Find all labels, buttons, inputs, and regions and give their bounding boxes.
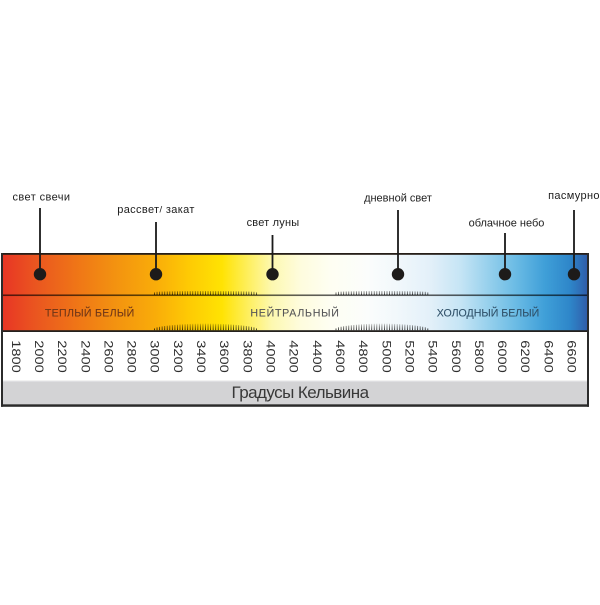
svg-text:4000: 4000 — [264, 340, 278, 373]
svg-text:1800: 1800 — [9, 340, 23, 373]
svg-text:5200: 5200 — [403, 340, 417, 373]
svg-text:2600: 2600 — [102, 340, 116, 373]
svg-text:4200: 4200 — [287, 340, 301, 373]
svg-text:2800: 2800 — [125, 340, 139, 373]
svg-text:свет свечи: свет свечи — [13, 191, 71, 203]
svg-text:2000: 2000 — [32, 340, 46, 373]
svg-text:ХОЛОДНЫЙ БЕЛЫЙ: ХОЛОДНЫЙ БЕЛЫЙ — [437, 307, 540, 320]
svg-text:6400: 6400 — [542, 340, 556, 373]
svg-text:2200: 2200 — [55, 340, 69, 373]
svg-text:рассвет/ закат: рассвет/ закат — [117, 204, 195, 216]
svg-text:6200: 6200 — [518, 340, 532, 373]
svg-text:облачное небо: облачное небо — [469, 217, 545, 229]
svg-text:5000: 5000 — [380, 340, 394, 373]
svg-text:5800: 5800 — [472, 340, 486, 373]
svg-text:ТЕПЛЫЙ БЕЛЫЙ: ТЕПЛЫЙ БЕЛЫЙ — [45, 307, 135, 320]
svg-text:Градусы Кельвина: Градусы Кельвина — [232, 383, 370, 402]
svg-text:3200: 3200 — [171, 340, 185, 373]
svg-text:4800: 4800 — [356, 340, 370, 373]
svg-text:3800: 3800 — [241, 340, 255, 373]
svg-text:дневной свет: дневной свет — [364, 192, 432, 204]
svg-text:НЕЙТРАЛЬНЫЙ: НЕЙТРАЛЬНЫЙ — [250, 307, 339, 320]
svg-text:3000: 3000 — [148, 340, 162, 373]
svg-text:3400: 3400 — [194, 340, 208, 373]
svg-text:пасмурно: пасмурно — [548, 190, 600, 202]
svg-text:свет луны: свет луны — [247, 217, 300, 229]
svg-text:2400: 2400 — [79, 340, 93, 373]
svg-text:4600: 4600 — [333, 340, 347, 373]
svg-text:5400: 5400 — [426, 340, 440, 373]
svg-text:6600: 6600 — [565, 340, 579, 373]
svg-text:6000: 6000 — [495, 340, 509, 373]
svg-text:5600: 5600 — [449, 340, 463, 373]
svg-text:3600: 3600 — [217, 340, 231, 373]
svg-text:4400: 4400 — [310, 340, 324, 373]
